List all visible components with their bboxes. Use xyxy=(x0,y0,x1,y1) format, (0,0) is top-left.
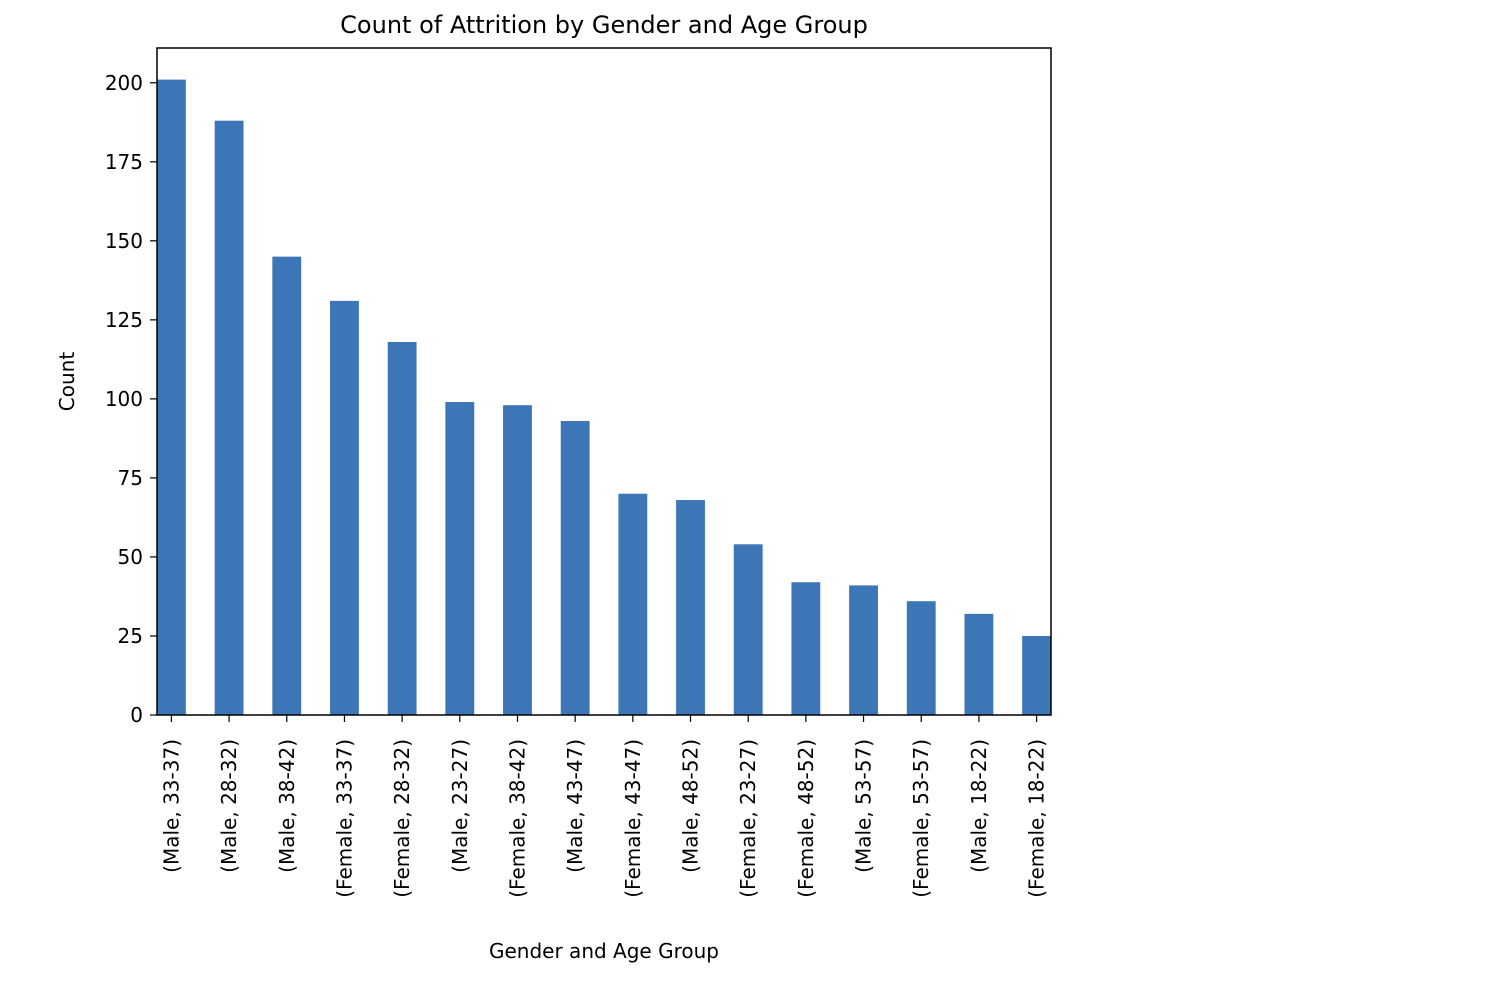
bar xyxy=(676,500,705,715)
x-tick-label: (Female, 43-47) xyxy=(621,739,645,898)
y-axis-ticks: 0 25 50 75 100 125 150 175 200 xyxy=(105,71,157,727)
y-tick-label: 150 xyxy=(105,229,143,253)
y-tick-label: 0 xyxy=(130,703,143,727)
bar xyxy=(560,421,590,715)
x-tick-label: (Female, 38-42) xyxy=(505,739,529,898)
bar xyxy=(157,79,186,715)
x-tick-label: (Male, 53-57) xyxy=(852,739,876,873)
bar xyxy=(445,402,475,715)
bar xyxy=(387,341,417,715)
y-tick-label: 25 xyxy=(118,624,143,648)
y-tick-label: 100 xyxy=(105,387,143,411)
x-axis-ticks: (Male, 33-37) (Male, 28-32) (Male, 38-42) (… xyxy=(159,715,1049,898)
x-tick-label: (Male, 43-47) xyxy=(563,739,587,873)
bar xyxy=(1022,635,1051,715)
bar xyxy=(618,493,648,715)
y-tick-label: 200 xyxy=(105,71,143,95)
bar xyxy=(964,613,994,715)
bar xyxy=(733,544,763,715)
bar xyxy=(330,300,359,715)
x-tick-label: (Male, 23-27) xyxy=(448,739,472,873)
bar xyxy=(503,405,532,715)
bar xyxy=(272,256,302,715)
x-tick-label: (Female, 33-37) xyxy=(332,739,356,898)
y-tick-label: 175 xyxy=(105,150,143,174)
x-tick-label: (Female, 18-22) xyxy=(1025,739,1049,898)
x-tick-label: (Female, 28-32) xyxy=(390,739,414,898)
x-tick-label: (Male, 33-37) xyxy=(159,739,183,873)
x-tick-label: (Female, 48-52) xyxy=(794,739,818,898)
x-tick-label: (Male, 28-32) xyxy=(217,739,241,873)
bar xyxy=(906,601,936,715)
x-tick-label: (Male, 38-42) xyxy=(275,739,299,873)
x-axis-label: Gender and Age Group xyxy=(489,939,719,963)
chart-title: Count of Attrition by Gender and Age Gro… xyxy=(340,11,868,39)
y-tick-label: 75 xyxy=(118,466,143,490)
bar xyxy=(849,585,878,715)
x-tick-label: (Male, 18-22) xyxy=(967,739,991,873)
plot-frame xyxy=(156,47,1052,716)
y-axis-label: Count xyxy=(55,352,79,412)
x-tick-label: (Male, 48-52) xyxy=(679,739,703,873)
x-tick-label: (Female, 53-57) xyxy=(909,739,933,898)
y-tick-label: 125 xyxy=(105,308,143,332)
bar xyxy=(214,120,244,715)
y-tick-label: 50 xyxy=(118,545,143,569)
x-tick-label: (Female, 23-27) xyxy=(736,739,760,898)
bars-layer xyxy=(157,79,1051,715)
bar xyxy=(791,582,821,715)
